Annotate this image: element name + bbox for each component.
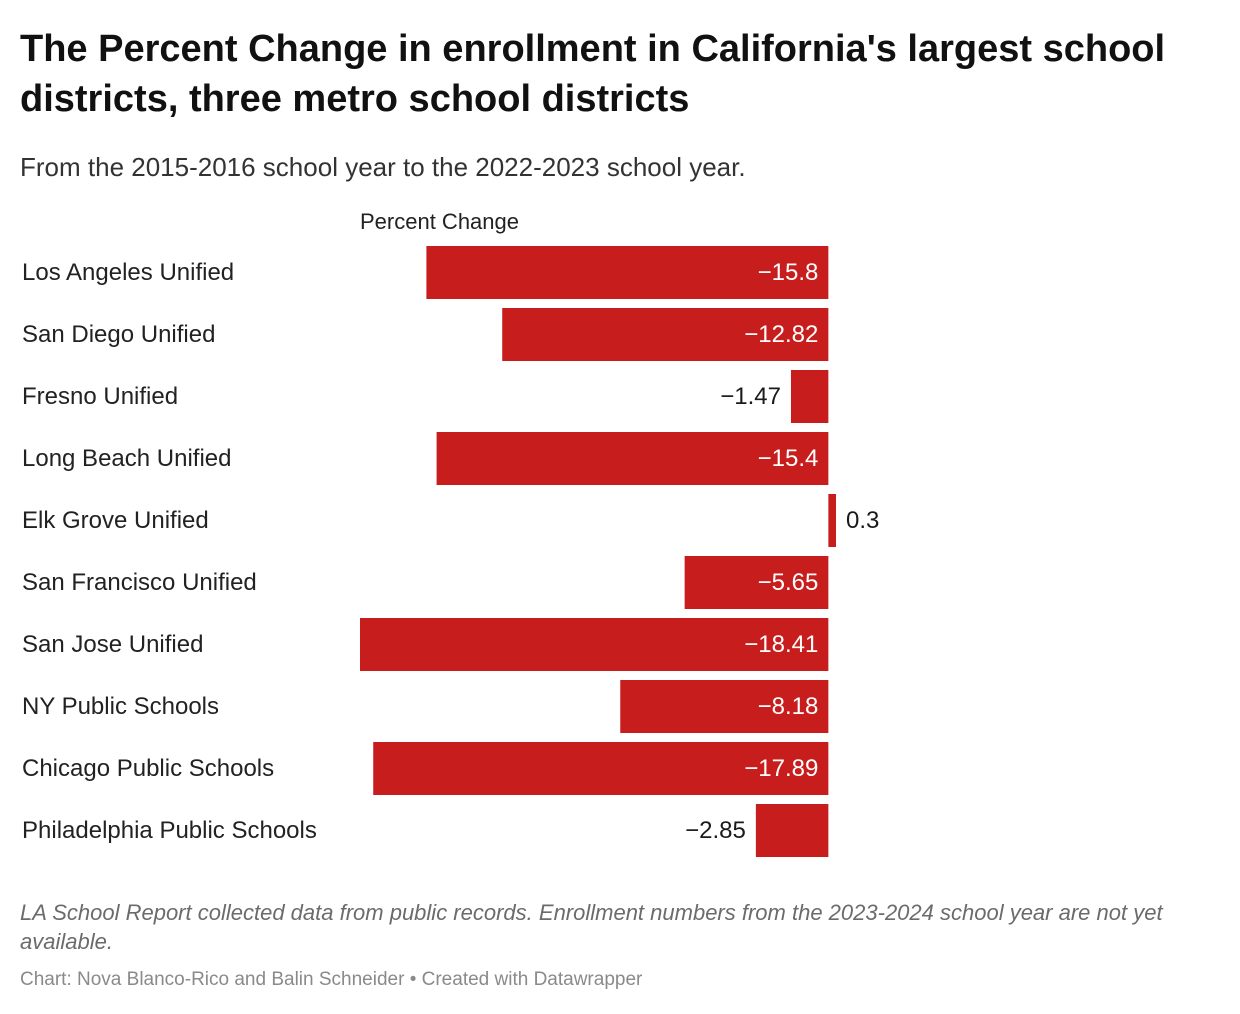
category-label: NY Public Schools xyxy=(22,693,219,720)
value-label: −18.41 xyxy=(744,631,818,658)
value-label: −17.89 xyxy=(744,755,818,782)
category-label: San Jose Unified xyxy=(22,631,203,658)
bar-rows: Los Angeles Unified −15.8 San Diego Unifie… xyxy=(22,246,879,857)
bar xyxy=(684,556,829,609)
value-label: −1.47 xyxy=(720,383,781,410)
value-label: −15.8 xyxy=(758,259,819,286)
bar xyxy=(426,246,829,299)
value-label: −2.85 xyxy=(685,817,746,844)
category-label: Long Beach Unified xyxy=(22,445,231,472)
chart-byline: Chart: Nova Blanco-Rico and Balin Schnei… xyxy=(20,969,643,990)
category-label: San Francisco Unified xyxy=(22,569,257,596)
chart-subtitle: From the 2015-2016 school year to the 20… xyxy=(20,152,746,182)
bar xyxy=(620,680,829,733)
bar xyxy=(828,494,836,547)
category-label: San Diego Unified xyxy=(22,321,215,348)
value-label: −5.65 xyxy=(758,569,819,596)
bar xyxy=(502,308,829,361)
category-label: Fresno Unified xyxy=(22,383,178,410)
bar xyxy=(790,370,829,423)
category-label: Chicago Public Schools xyxy=(22,755,274,782)
bar xyxy=(436,432,829,485)
bar xyxy=(360,618,829,671)
value-label: −15.4 xyxy=(758,445,819,472)
value-label: 0.3 xyxy=(846,507,879,534)
chart-title: The Percent Change in enrollment in Cali… xyxy=(20,28,1166,120)
column-header: Percent Change xyxy=(360,209,519,234)
category-label: Elk Grove Unified xyxy=(22,507,209,534)
category-label: Los Angeles Unified xyxy=(22,259,234,286)
bar-chart: Percent Change Los Angeles Unified −15.8 S… xyxy=(22,209,879,857)
bar xyxy=(373,742,829,795)
value-label: −8.18 xyxy=(758,693,819,720)
category-label: Philadelphia Public Schools xyxy=(22,817,317,844)
value-label: −12.82 xyxy=(744,321,818,348)
bar xyxy=(755,804,829,857)
chart-notes: LA School Report collected data from pub… xyxy=(20,900,1163,954)
